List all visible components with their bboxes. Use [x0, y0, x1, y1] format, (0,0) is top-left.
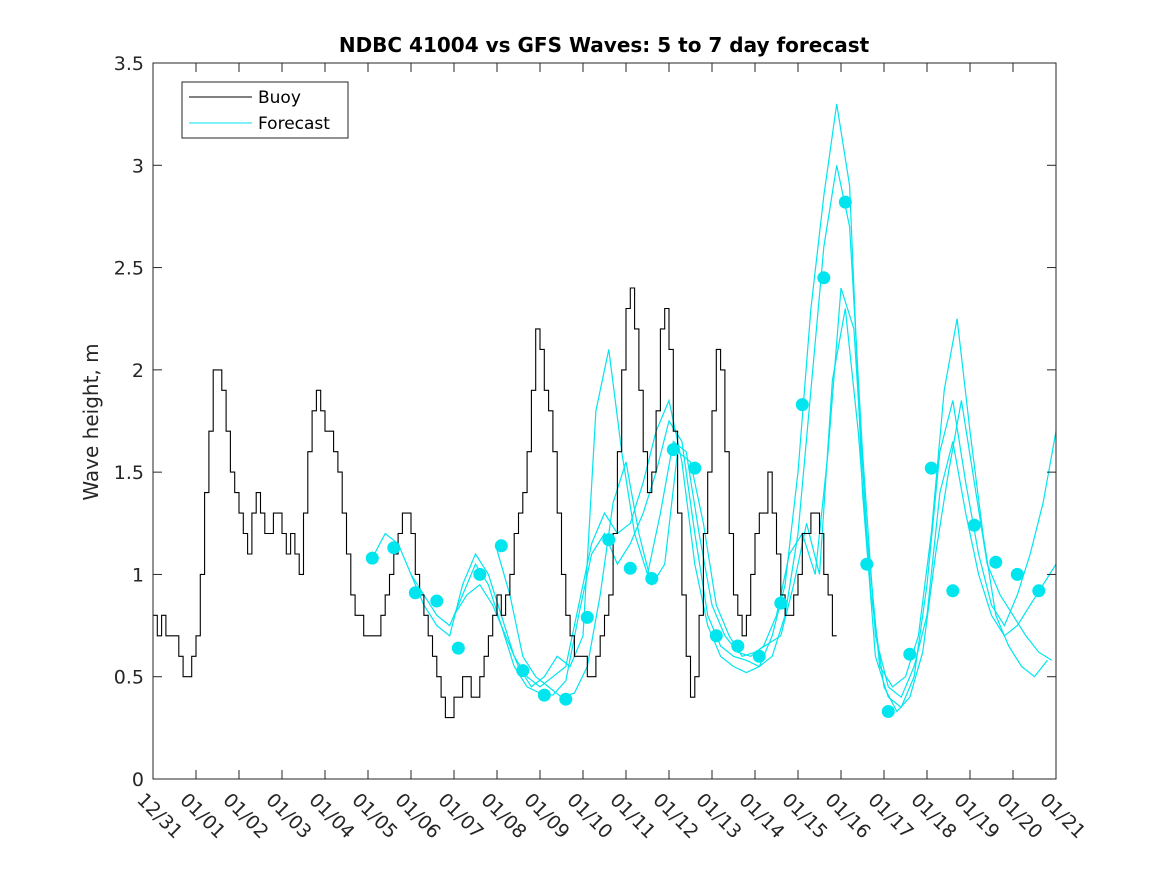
- forecast-dot: [989, 555, 1003, 569]
- y-tick-label: 3: [132, 155, 144, 177]
- buoy-line-group: [153, 287, 837, 719]
- forecast-dot: [903, 647, 917, 661]
- forecast-dot: [645, 572, 659, 585]
- forecast-dot: [494, 539, 508, 553]
- forecast-dot: [387, 541, 401, 555]
- forecast-dot: [430, 594, 444, 608]
- legend-box: [181, 81, 349, 139]
- plot-area-frame: [152, 62, 1057, 780]
- forecast-dot: [731, 639, 745, 653]
- forecast-dot: [473, 567, 487, 581]
- forecast-dot: [817, 271, 831, 285]
- forecast-dot: [688, 461, 702, 475]
- forecast-dot: [795, 398, 809, 412]
- y-tick-label: 2.5: [114, 258, 144, 280]
- y-tick-label: 0.5: [114, 667, 144, 689]
- forecast-dot: [408, 586, 422, 600]
- forecast-dot: [946, 584, 960, 598]
- y-tick-label: 0: [132, 769, 144, 791]
- legend-buoy-label: Buoy: [258, 88, 301, 108]
- forecast-dot: [838, 195, 852, 209]
- forecast-dot: [752, 649, 766, 663]
- forecast-dot: [709, 629, 723, 643]
- forecast-dot: [1010, 567, 1024, 581]
- y-tick-label: 1: [132, 564, 144, 586]
- forecast-dot: [516, 664, 530, 678]
- forecast-dot: [580, 610, 594, 624]
- y-axis: 0 0.5 1 1.5 2 2.5 3 3.5: [114, 53, 1056, 791]
- forecast-dot: [666, 443, 680, 457]
- forecast-dot: [602, 533, 616, 547]
- forecast-markers: [365, 195, 1046, 718]
- forecast-dot: [924, 461, 938, 475]
- buoy-line: [153, 287, 837, 719]
- forecast-dot: [559, 692, 573, 706]
- forecast-line: [453, 287, 1048, 688]
- legend-forecast-label: Forecast: [258, 114, 330, 134]
- forecast-dot: [537, 688, 551, 702]
- y-tick-label: 3.5: [114, 53, 144, 75]
- forecast-line: [496, 308, 1053, 713]
- forecast-dot: [967, 518, 981, 532]
- y-tick-label: 2: [132, 360, 144, 382]
- forecast-dot: [451, 641, 465, 655]
- forecast-dot: [881, 705, 895, 718]
- y-tick-label: 1.5: [114, 462, 144, 484]
- chart-title: NDBC 41004 vs GFS Waves: 5 to 7 day fore…: [339, 33, 870, 57]
- y-axis-label: Wave height, m: [79, 343, 103, 500]
- forecast-dot: [365, 551, 379, 565]
- forecast-line: [410, 103, 1057, 709]
- forecast-dot: [774, 596, 788, 610]
- forecast-dot: [623, 561, 637, 575]
- forecast-dot: [1032, 584, 1046, 598]
- legend: Buoy Forecast: [181, 81, 349, 139]
- forecast-dot: [860, 557, 874, 571]
